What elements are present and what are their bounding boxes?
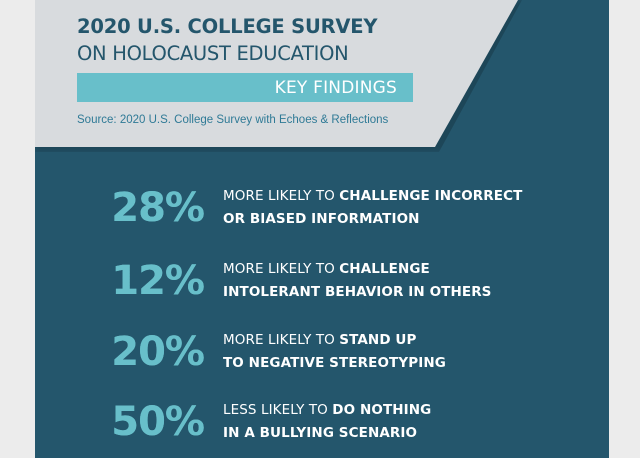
stat-prefix: MORE LIKELY TO	[223, 188, 340, 204]
stats-list: 28% MORE LIKELY TO CHALLENGE INCORRECT O…	[35, 0, 609, 458]
stat-emphasis: STAND UP	[339, 332, 417, 348]
key-findings-label: KEY FINDINGS	[274, 78, 397, 98]
stat-line-2: INTOLERANT BEHAVIOR IN OTHERS	[223, 284, 492, 300]
stat-emphasis: CHALLENGE	[339, 261, 430, 277]
stat-value: 28%	[111, 185, 205, 231]
stat-description: MORE LIKELY TO STAND UP TO NEGATIVE STER…	[223, 329, 446, 375]
source-citation: Source: 2020 U.S. College Survey with Ec…	[77, 114, 389, 126]
key-findings-banner: KEY FINDINGS	[77, 73, 413, 102]
stat-line-2: OR BIASED INFORMATION	[223, 211, 420, 227]
header-panel: 2020 U.S. COLLEGE SURVEY ON HOLOCAUST ED…	[35, 0, 518, 147]
stat-emphasis: DO NOTHING	[332, 402, 432, 418]
title-line-1: 2020 U.S. COLLEGE SURVEY	[77, 15, 378, 38]
stat-item: 28% MORE LIKELY TO CHALLENGE INCORRECT O…	[35, 183, 609, 233]
stat-item: 12% MORE LIKELY TO CHALLENGE INTOLERANT …	[35, 256, 609, 306]
title-line-2: ON HOLOCAUST EDUCATION	[77, 42, 349, 65]
stat-prefix: MORE LIKELY TO	[223, 261, 340, 277]
stat-prefix: MORE LIKELY TO	[223, 332, 340, 348]
infographic-card: 2020 U.S. COLLEGE SURVEY ON HOLOCAUST ED…	[35, 0, 609, 458]
stat-description: LESS LIKELY TO DO NOTHING IN A BULLYING …	[223, 399, 431, 445]
stat-description: MORE LIKELY TO CHALLENGE INTOLERANT BEHA…	[223, 258, 492, 304]
stat-prefix: LESS LIKELY TO	[223, 402, 333, 418]
stat-value: 20%	[111, 329, 205, 375]
stat-line-2: IN A BULLYING SCENARIO	[223, 425, 418, 441]
stat-emphasis: CHALLENGE INCORRECT	[339, 188, 523, 204]
stat-value: 50%	[111, 399, 205, 445]
stat-value: 12%	[111, 258, 205, 304]
stat-item: 20% MORE LIKELY TO STAND UP TO NEGATIVE …	[35, 327, 609, 377]
stat-item: 50% LESS LIKELY TO DO NOTHING IN A BULLY…	[35, 397, 609, 447]
stat-line-2: TO NEGATIVE STEREOTYPING	[223, 355, 446, 371]
stat-description: MORE LIKELY TO CHALLENGE INCORRECT OR BI…	[223, 185, 522, 231]
